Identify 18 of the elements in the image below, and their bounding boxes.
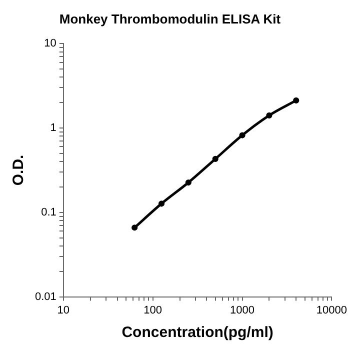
x-tick-label: 10 [57, 304, 70, 316]
point [212, 156, 218, 162]
point [266, 112, 272, 118]
x-tick-label: 1000 [230, 304, 255, 316]
y-tick-label: 10 [44, 38, 56, 50]
y-tick-label: 0.01 [34, 290, 56, 303]
y-tick-label: 0.1 [41, 206, 56, 218]
point [158, 200, 165, 207]
point [239, 132, 246, 138]
point [185, 179, 192, 186]
x-tick-label: 100 [144, 304, 162, 316]
point [132, 224, 138, 231]
point [293, 97, 300, 104]
y-axis-title: O.D. [10, 154, 28, 186]
x-axis-title: Concentration(pg/ml) [122, 324, 274, 342]
y-tick-label: 1 [50, 122, 56, 134]
chart-title: Monkey Thrombomodulin ELISA Kit [59, 11, 282, 26]
x-tick-label: 10000 [316, 304, 348, 316]
